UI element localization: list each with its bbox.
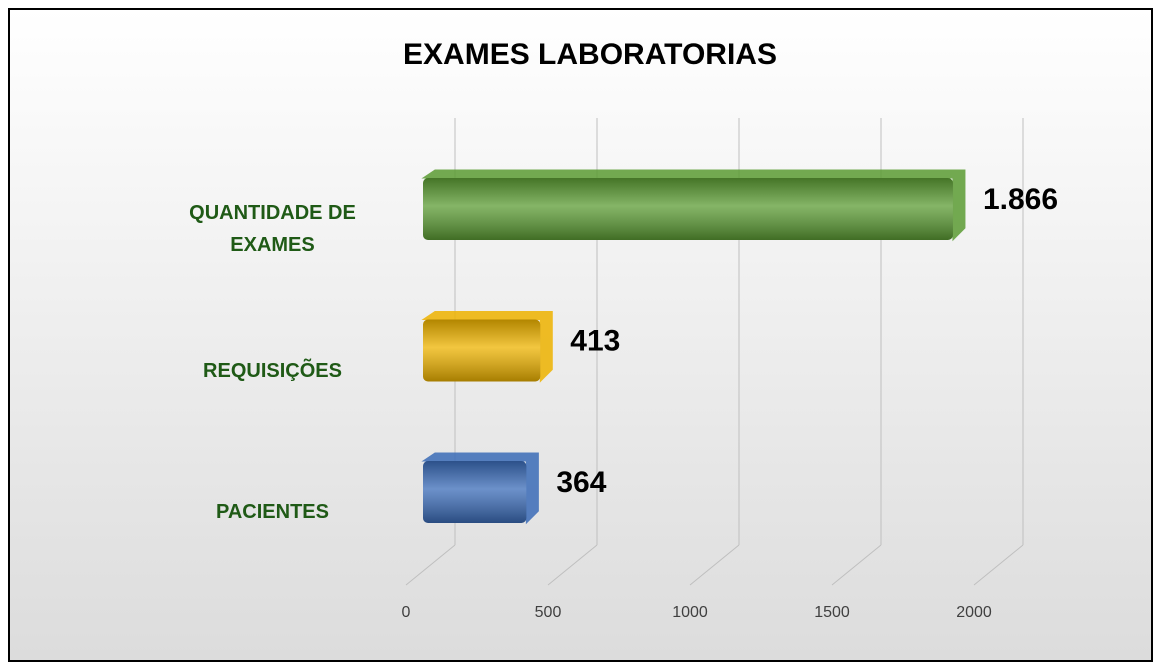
category-label: QUANTIDADE DE EXAMES	[189, 202, 356, 256]
chart-title: EXAMES LABORATORIAS	[403, 38, 777, 71]
bar-sheen	[423, 178, 953, 240]
bar-cap	[421, 169, 966, 242]
bar-cap	[421, 311, 553, 383]
x-tick-label: 1500	[814, 604, 850, 621]
value-label: 1.866	[983, 183, 1058, 216]
value-label: 413	[570, 324, 620, 357]
bar-cap	[421, 452, 539, 525]
value-label: 364	[556, 466, 606, 499]
x-tick-label: 1000	[672, 604, 708, 621]
floor-line	[547, 544, 598, 586]
floor-line	[405, 544, 456, 586]
x-tick-label: 500	[535, 604, 562, 621]
category-label: REQUISIÇÕES	[203, 359, 342, 382]
floor-line	[973, 544, 1024, 586]
floor-line	[689, 544, 740, 586]
frame	[8, 8, 1153, 662]
bar-sheen	[423, 319, 541, 382]
category-label: PACIENTES	[216, 501, 329, 523]
bar-sheen	[423, 461, 527, 523]
x-tick-label: 0	[402, 604, 411, 621]
floor-line	[831, 544, 882, 586]
x-tick-label: 2000	[956, 604, 992, 621]
